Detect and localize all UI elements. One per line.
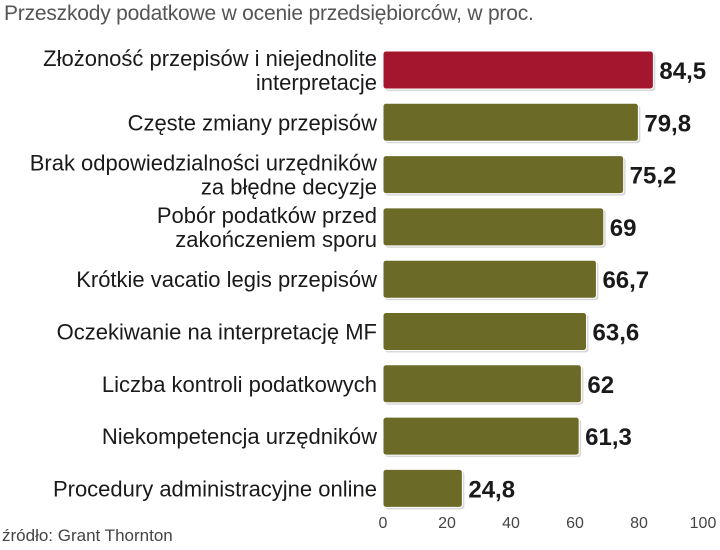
x-tick-label: 80 xyxy=(630,515,648,532)
bar xyxy=(382,416,580,456)
category-label: za błędne decyzje xyxy=(201,175,377,200)
bar xyxy=(382,364,582,404)
x-tick-label: 20 xyxy=(438,515,456,532)
x-tick-label: 40 xyxy=(502,515,520,532)
category-label: Częste zmiany przepisów xyxy=(128,110,378,135)
bar xyxy=(382,468,463,508)
x-tick-label: 0 xyxy=(379,515,388,532)
category-label: Procedury administracyjne online xyxy=(53,476,377,501)
value-label: 79,8 xyxy=(644,110,691,137)
value-label: 66,7 xyxy=(602,267,649,294)
x-tick-label: 60 xyxy=(566,515,584,532)
chart-title: Przeszkody podatkowe w ocenie przedsiębi… xyxy=(4,2,534,25)
category-label: Brak odpowiedzialności urzędników xyxy=(30,151,377,176)
category-label: Krótkie vacatio legis przepisów xyxy=(76,267,377,292)
value-label: 61,3 xyxy=(585,424,632,451)
category-label: Złożoność przepisów i niejednolite xyxy=(43,46,377,71)
category-label: interpretacje xyxy=(256,70,377,95)
bar-highlight xyxy=(382,50,654,90)
value-label: 24,8 xyxy=(468,476,515,503)
value-label: 69 xyxy=(610,215,637,242)
value-label: 75,2 xyxy=(630,163,677,190)
bar xyxy=(382,312,588,351)
bar xyxy=(382,102,639,142)
value-label: 84,5 xyxy=(659,58,706,85)
bar xyxy=(382,155,625,195)
category-label: Pobór podatków przed xyxy=(157,203,377,228)
value-label: 63,6 xyxy=(593,320,640,347)
category-label: Niekompetencja urzędników xyxy=(102,424,377,449)
bar xyxy=(382,259,597,299)
category-label: Liczba kontroli podatkowych xyxy=(102,372,377,397)
source-note: źródło: Grant Thornton xyxy=(2,526,173,545)
value-label: 62 xyxy=(587,372,614,399)
category-label: Oczekiwanie na interpretację MF xyxy=(57,320,377,345)
x-tick-label: 100 xyxy=(690,515,717,532)
bar xyxy=(382,207,605,247)
category-label: zakończeniem sporu xyxy=(175,227,377,252)
